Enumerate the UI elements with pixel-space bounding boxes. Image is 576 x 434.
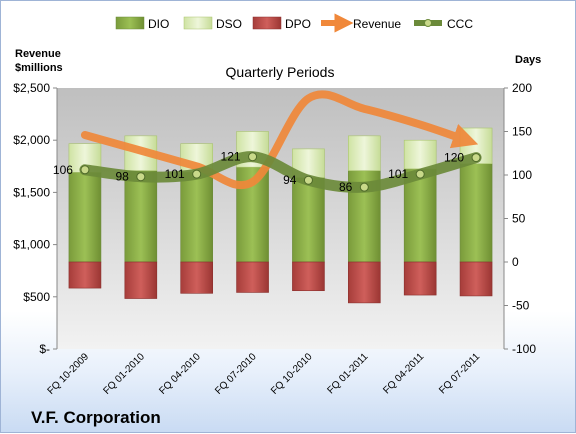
bar-dio bbox=[124, 170, 158, 263]
bar-dio bbox=[403, 168, 437, 263]
x-axis-tick-label: FQ 04-2011 bbox=[381, 351, 426, 396]
right-axis-tick-label: 0 bbox=[512, 255, 519, 269]
legend: DIO DSO DPO Revenue CCC bbox=[115, 13, 473, 33]
legend-label-ccc: CCC bbox=[447, 17, 473, 31]
bar-dpo bbox=[68, 261, 102, 289]
left-axis-title-line2: $millions bbox=[15, 62, 63, 74]
legend-label-dio: DIO bbox=[148, 17, 169, 31]
legend-swatch-dso bbox=[183, 16, 213, 30]
left-axis-tick-label: $1,000 bbox=[13, 238, 50, 252]
ccc-point bbox=[303, 175, 313, 185]
left-axis-tick-label: $2,500 bbox=[13, 81, 50, 95]
x-axis-tick-label: FQ 01-2010 bbox=[101, 351, 147, 397]
ccc-data-label: 120 bbox=[444, 151, 464, 165]
x-axis-tick-label: FQ 04-2010 bbox=[157, 351, 203, 397]
ccc-point bbox=[471, 153, 481, 163]
bar-dso bbox=[348, 135, 381, 171]
ccc-point bbox=[359, 182, 369, 192]
bar-dpo bbox=[403, 261, 437, 296]
right-axis-title: Days bbox=[515, 54, 541, 66]
legend-label-dpo: DPO bbox=[285, 17, 311, 31]
legend-label-revenue: Revenue bbox=[353, 17, 401, 31]
left-axis-tick-label: $500 bbox=[23, 290, 50, 304]
ccc-point bbox=[192, 169, 202, 179]
revenue-line bbox=[80, 90, 479, 190]
legend-label-dso: DSO bbox=[216, 17, 242, 31]
x-axis-tick-label: FQ 07-2011 bbox=[437, 351, 482, 396]
ccc-point bbox=[80, 165, 90, 175]
ccc-data-label: 106 bbox=[53, 163, 73, 177]
ccc-data-label: 86 bbox=[339, 180, 353, 194]
right-axis-tick-label: 100 bbox=[512, 168, 532, 182]
ccc-data-label: 101 bbox=[165, 167, 185, 181]
bar-dpo bbox=[459, 261, 493, 297]
bar-dpo bbox=[348, 261, 381, 304]
ccc-line bbox=[79, 151, 482, 193]
bar-dpo bbox=[292, 261, 325, 292]
chart-title: Quarterly Periods bbox=[226, 64, 335, 80]
legend-swatch-dpo bbox=[252, 16, 282, 30]
bar-dio bbox=[459, 163, 493, 263]
right-axis-tick-label: 50 bbox=[512, 212, 526, 226]
left-axis-title-line1: Revenue bbox=[15, 48, 61, 60]
ccc-point bbox=[415, 169, 425, 179]
ccc-point bbox=[248, 152, 258, 162]
x-axis-tick-label: FQ 07-2010 bbox=[213, 351, 259, 397]
bar-dpo bbox=[124, 261, 158, 299]
ccc-data-label: 121 bbox=[221, 150, 241, 164]
bar-dio bbox=[292, 177, 325, 263]
x-axis-tick-label: FQ 01-2011 bbox=[325, 351, 370, 396]
bar-dso bbox=[403, 139, 437, 170]
left-axis-tick-label: $- bbox=[39, 342, 50, 356]
left-axis-tick-label: $1,500 bbox=[13, 185, 50, 199]
x-axis-tick-label: FQ 10-2009 bbox=[46, 351, 92, 397]
company-name: V.F. Corporation bbox=[31, 408, 161, 427]
right-axis-tick-label: -100 bbox=[512, 342, 536, 356]
bar-dio bbox=[68, 172, 102, 263]
legend-swatch-dio bbox=[115, 16, 145, 30]
right-axis-tick-label: -50 bbox=[512, 299, 530, 313]
right-axis-tick-label: 200 bbox=[512, 81, 532, 95]
legend-swatch-ccc-marker bbox=[424, 19, 432, 27]
left-axis-tick-label: $2,000 bbox=[13, 133, 50, 147]
bar-dio bbox=[180, 172, 213, 263]
right-axis-tick-label: 150 bbox=[512, 125, 532, 139]
ccc-data-label: 98 bbox=[115, 170, 129, 184]
x-axis-tick-label: FQ 10-2010 bbox=[269, 351, 315, 397]
ccc-data-label: 94 bbox=[283, 173, 297, 187]
ccc-point bbox=[136, 172, 146, 182]
bar-dpo bbox=[236, 261, 269, 293]
bar-dpo bbox=[180, 261, 213, 294]
ccc-data-label: 101 bbox=[388, 167, 408, 181]
